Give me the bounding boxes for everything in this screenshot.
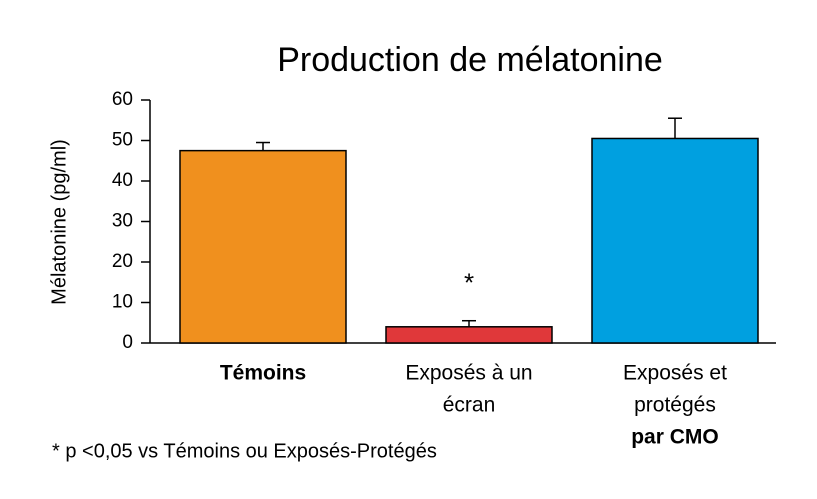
significance-marker: *: [464, 268, 474, 298]
chart-title: Production de mélatonine: [277, 41, 663, 79]
x-tick-label: Exposés à un: [405, 362, 532, 385]
x-tick-label: par CMO: [631, 426, 719, 449]
x-tick-label: Exposés et: [623, 362, 727, 385]
y-tick-label: 0: [122, 332, 133, 353]
y-axis-label: Mélatonine (pg/ml): [48, 139, 70, 305]
bar: [591, 137, 759, 344]
x-tick-label: écran: [443, 394, 496, 417]
x-tick-label: Témoins: [220, 362, 306, 385]
x-tick-label: protégés: [634, 394, 716, 417]
y-tick-label: 40: [112, 170, 133, 191]
footnote: * p <0,05 vs Témoins ou Exposés-Protégés: [52, 440, 437, 462]
y-tick-label: 30: [112, 211, 133, 232]
y-tick-label: 50: [112, 130, 133, 151]
y-tick-label: 20: [112, 251, 133, 272]
y-tick-label: 60: [112, 89, 133, 110]
bar: [179, 149, 347, 344]
bar: [385, 326, 553, 344]
y-tick-label: 10: [112, 292, 133, 313]
